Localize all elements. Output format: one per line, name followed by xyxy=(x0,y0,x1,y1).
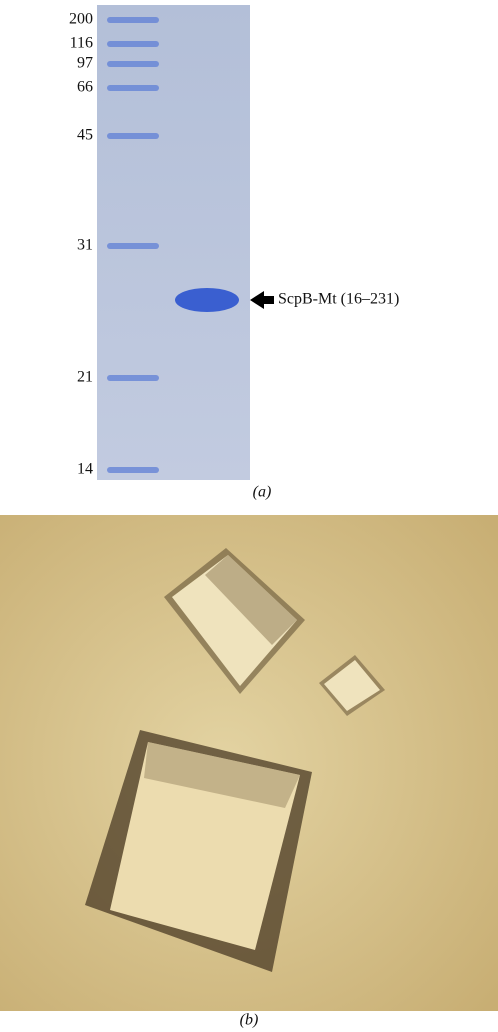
marker-label: 14 xyxy=(77,461,93,478)
protein-band xyxy=(175,288,239,312)
ladder-band xyxy=(107,375,159,381)
ladder-band xyxy=(107,467,159,473)
marker-labels: 200 116 97 66 45 31 21 14 xyxy=(69,11,93,478)
crystal-photo: (b) xyxy=(0,515,498,1029)
marker-label: 21 xyxy=(77,369,93,386)
gel-panel: 200 116 97 66 45 31 21 14 ScpB-Mt (16–231) (a) xyxy=(69,5,399,501)
marker-label: 97 xyxy=(77,55,93,72)
figure: 200116976645312114 ScpB-Mt (16–231) (a) … xyxy=(0,0,498,1032)
arrow xyxy=(250,291,274,309)
ladder-band xyxy=(107,133,159,139)
ladder-band xyxy=(107,41,159,47)
marker-label: 31 xyxy=(77,237,93,254)
caption: (b) xyxy=(240,1012,259,1029)
ladder-band xyxy=(107,61,159,67)
ladder-band xyxy=(107,85,159,91)
ladder-band xyxy=(107,243,159,249)
marker-label: 66 xyxy=(77,79,93,96)
marker-label: 200 xyxy=(69,11,93,28)
gel xyxy=(97,5,250,480)
ladder-band xyxy=(107,17,159,23)
caption: (a) xyxy=(253,484,272,501)
band-label: ScpB-Mt (16–231) xyxy=(278,291,399,308)
marker-label: 116 xyxy=(70,35,93,52)
marker-label: 45 xyxy=(77,127,93,144)
